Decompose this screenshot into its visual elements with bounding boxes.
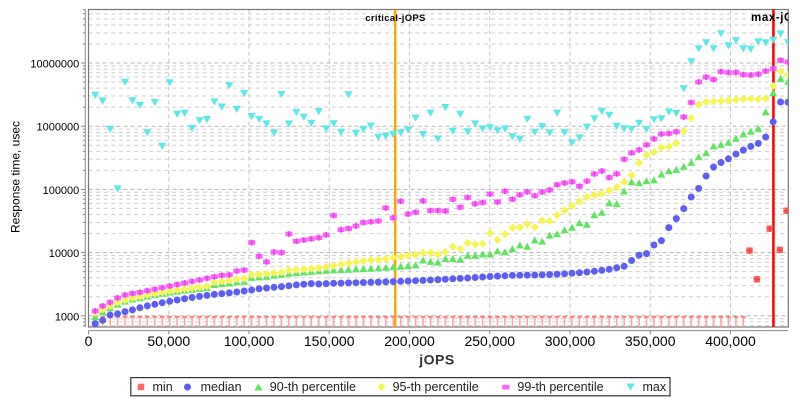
svg-text:100000: 100000 (43, 185, 80, 197)
svg-text:Response time, usec: Response time, usec (9, 121, 23, 233)
svg-text:median: median (201, 380, 242, 394)
svg-text:min: min (153, 380, 173, 394)
svg-text:400,000: 400,000 (705, 333, 756, 349)
svg-text:jOPS: jOPS (418, 352, 454, 368)
svg-text:150,000: 150,000 (304, 333, 355, 349)
svg-text:100,000: 100,000 (224, 333, 275, 349)
svg-text:10000000: 10000000 (30, 59, 79, 71)
svg-text:50,000: 50,000 (147, 333, 190, 349)
svg-text:critical-jOPS: critical-jOPS (365, 13, 425, 24)
svg-text:0: 0 (85, 333, 93, 349)
svg-text:1000000: 1000000 (36, 122, 79, 134)
svg-text:90-th percentile: 90-th percentile (270, 380, 356, 394)
svg-text:300,000: 300,000 (545, 333, 596, 349)
svg-text:max: max (643, 380, 667, 394)
svg-text:350,000: 350,000 (625, 333, 676, 349)
svg-text:250,000: 250,000 (464, 333, 515, 349)
svg-text:10000: 10000 (49, 248, 80, 260)
svg-text:200,000: 200,000 (384, 333, 435, 349)
svg-text:max-jOPS: max-jOPS (751, 12, 800, 24)
svg-text:1000: 1000 (55, 311, 79, 323)
svg-text:95-th percentile: 95-th percentile (393, 380, 479, 394)
svg-text:99-th percentile: 99-th percentile (517, 380, 603, 394)
